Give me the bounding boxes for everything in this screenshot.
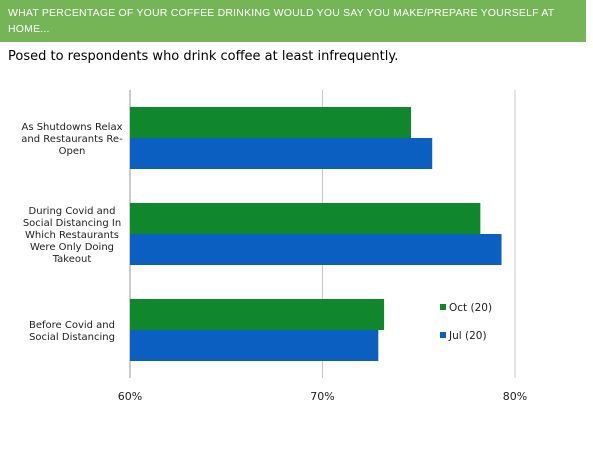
x-tick-label: 70% bbox=[310, 390, 334, 403]
x-tick-label: 80% bbox=[503, 390, 527, 403]
bar-oct bbox=[130, 203, 481, 234]
x-tick-label: 60% bbox=[118, 390, 142, 403]
category-label: Which Restaurants bbox=[25, 230, 119, 241]
category-label: Were Only Doing bbox=[30, 242, 114, 253]
category-label: and Restaurants Re- bbox=[21, 134, 123, 145]
bar-jul bbox=[130, 234, 502, 265]
chart-subtitle: Posed to respondents who drink coffee at… bbox=[8, 49, 399, 64]
category-label: Social Distancing In bbox=[23, 218, 121, 229]
category-label: Before Covid and bbox=[29, 320, 115, 331]
category-label: During Covid and bbox=[29, 206, 116, 217]
category-label: Takeout bbox=[52, 254, 92, 265]
category-label: Open bbox=[59, 146, 86, 157]
legend-swatch bbox=[440, 332, 446, 338]
bar-jul bbox=[130, 330, 379, 361]
header-bar: WHAT PERCENTAGE OF YOUR COFFEE DRINKING … bbox=[0, 0, 586, 42]
legend-swatch bbox=[440, 304, 446, 310]
legend-label: Jul (20) bbox=[448, 330, 487, 342]
bar-jul bbox=[130, 138, 433, 169]
category-label: As Shutdowns Relax bbox=[21, 122, 122, 133]
bar-oct bbox=[130, 299, 385, 330]
bar-oct bbox=[130, 107, 412, 138]
chart-title: WHAT PERCENTAGE OF YOUR COFFEE DRINKING … bbox=[8, 7, 555, 35]
legend-label: Oct (20) bbox=[449, 302, 492, 314]
category-label: Social Distancing bbox=[29, 332, 115, 343]
